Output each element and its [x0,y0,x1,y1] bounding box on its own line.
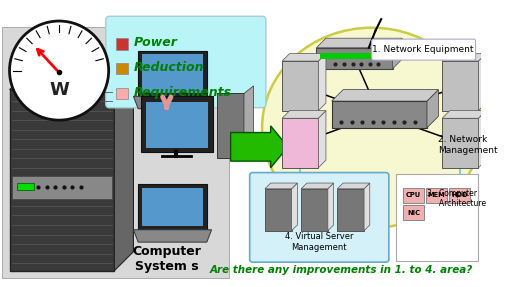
Text: MEM: MEM [428,193,445,198]
FancyBboxPatch shape [282,118,318,168]
Polygon shape [244,86,254,158]
FancyBboxPatch shape [320,53,389,59]
Polygon shape [10,71,133,90]
FancyBboxPatch shape [317,48,393,69]
FancyBboxPatch shape [116,88,128,99]
Polygon shape [478,110,486,168]
Polygon shape [478,53,486,110]
Polygon shape [317,38,402,48]
FancyBboxPatch shape [146,102,208,148]
Polygon shape [427,90,438,128]
FancyBboxPatch shape [265,189,291,231]
Polygon shape [442,53,486,61]
FancyBboxPatch shape [13,177,112,199]
Text: Requirements: Requirements [133,86,232,99]
Ellipse shape [262,28,481,228]
Polygon shape [442,110,486,118]
Text: Reduction: Reduction [133,61,204,74]
FancyBboxPatch shape [442,61,478,110]
Text: Are there any improvements in 1. to 4. area?: Are there any improvements in 1. to 4. a… [210,265,473,276]
Polygon shape [133,230,212,242]
FancyBboxPatch shape [403,205,424,220]
FancyBboxPatch shape [141,96,213,152]
Polygon shape [265,183,297,189]
Circle shape [10,21,109,120]
Text: 1. Network Equipment: 1. Network Equipment [372,45,474,54]
Polygon shape [301,183,334,189]
FancyBboxPatch shape [337,189,364,231]
Text: HDD: HDD [451,193,468,198]
FancyBboxPatch shape [138,51,207,96]
Text: CPU: CPU [406,193,421,198]
FancyBboxPatch shape [282,61,318,110]
FancyBboxPatch shape [426,188,447,203]
Text: NIC: NIC [407,210,420,216]
FancyBboxPatch shape [17,183,34,190]
FancyBboxPatch shape [372,39,476,60]
Polygon shape [291,183,297,231]
Text: W: W [49,81,69,99]
FancyBboxPatch shape [403,188,424,203]
Text: Power: Power [133,36,177,49]
FancyBboxPatch shape [301,189,328,231]
Polygon shape [393,38,402,69]
Text: 2. Network
Management: 2. Network Management [438,135,498,155]
FancyBboxPatch shape [396,174,478,261]
Polygon shape [337,183,370,189]
Text: 3.  Computer
     Architecture: 3. Computer Architecture [427,189,486,208]
Polygon shape [328,183,334,231]
FancyBboxPatch shape [142,55,203,92]
FancyBboxPatch shape [442,118,478,168]
Text: Computer
System s: Computer System s [132,245,201,273]
FancyBboxPatch shape [249,172,389,262]
FancyBboxPatch shape [2,27,229,278]
FancyBboxPatch shape [142,188,203,226]
FancyBboxPatch shape [10,90,114,271]
FancyBboxPatch shape [116,38,128,50]
Polygon shape [318,110,326,168]
Polygon shape [364,183,370,231]
FancyBboxPatch shape [106,16,266,108]
FancyBboxPatch shape [449,188,470,203]
FancyBboxPatch shape [217,94,244,158]
Polygon shape [133,96,212,109]
FancyBboxPatch shape [116,63,128,74]
FancyBboxPatch shape [138,184,207,230]
Polygon shape [92,61,110,75]
Polygon shape [332,90,438,101]
Polygon shape [114,71,133,271]
Text: 4. Virtual Server
Management: 4. Virtual Server Management [285,232,354,252]
Polygon shape [282,110,326,118]
Polygon shape [318,53,326,110]
FancyArrow shape [231,126,288,168]
Polygon shape [282,53,326,61]
FancyBboxPatch shape [332,101,427,128]
